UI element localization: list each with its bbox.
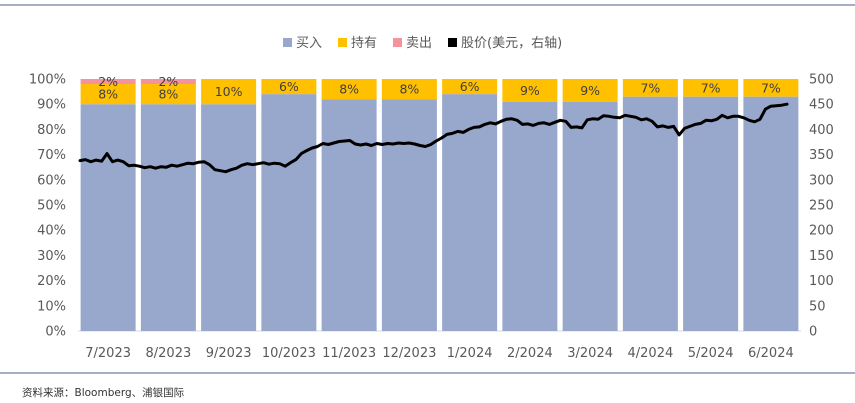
legend: 买入 持有 卖出 股价(美元，右轴) — [283, 36, 562, 51]
bar-segment-1 — [201, 79, 257, 105]
bar-segment-0 — [80, 104, 136, 331]
bar-data-label: 9% — [520, 83, 540, 98]
x-tick-label: 12/2023 — [382, 346, 436, 361]
legend-swatch — [283, 38, 292, 47]
bar-segment-2 — [80, 79, 136, 85]
bar-segment-0 — [381, 99, 437, 331]
x-tick-label: 7/2023 — [85, 346, 131, 361]
bar-segment-0 — [140, 104, 196, 331]
legend-swatch — [448, 38, 457, 47]
y-left-tick-label: 70% — [37, 148, 66, 163]
bar-segment-1 — [261, 79, 317, 95]
bar-segment-1 — [442, 79, 498, 95]
y-left-tick-label: 40% — [37, 224, 66, 239]
y-left-tick-label: 50% — [37, 199, 66, 214]
bar-data-label: 8% — [98, 87, 118, 102]
x-tick-label: 1/2024 — [447, 346, 493, 361]
bars — [80, 79, 799, 332]
bar-data-label: 10% — [215, 84, 243, 99]
x-tick-label: 10/2023 — [262, 346, 316, 361]
bar-segment-1 — [381, 79, 437, 100]
x-tick-label: 5/2024 — [688, 346, 734, 361]
y-left-tick-label: 0% — [45, 325, 66, 340]
bar-segment-1 — [622, 79, 678, 97]
bar-segment-1 — [321, 79, 377, 100]
y-right-tick-label: 150 — [809, 249, 834, 264]
source-note: 资料来源：Bloomberg、浦银国际 — [22, 387, 185, 399]
bar-segment-1 — [683, 79, 739, 97]
axes: 0% 10% 20% 30% 40% 50% 60% 70% 80% 90% 100% 0 50 100 1… — [29, 73, 834, 362]
y-left-tick-label: 60% — [37, 173, 66, 188]
bar-segment-2 — [140, 79, 196, 85]
x-tick-label: 11/2023 — [322, 346, 376, 361]
x-tick-label: 6/2024 — [748, 346, 794, 361]
bar-segment-0 — [622, 96, 678, 331]
bar-segment-0 — [502, 101, 558, 332]
legend-label: 股价(美元，右轴) — [461, 36, 562, 51]
bar-data-label: 7% — [701, 80, 721, 95]
bar-segment-0 — [321, 99, 377, 331]
x-tick-label: 3/2024 — [567, 346, 613, 361]
data-labels: 8%2%8%2%10% 6% 8% 8% 6% 9% 9% 7% 7% 7% — [98, 74, 781, 102]
y-right-tick-label: 400 — [809, 123, 834, 138]
legend-label: 卖出 — [406, 36, 432, 51]
bar-segment-0 — [683, 96, 739, 331]
y-left-tick-label: 100% — [29, 73, 66, 88]
x-tick-label: 4/2024 — [628, 346, 674, 361]
bar-segment-1 — [743, 79, 799, 97]
bar-data-label: 6% — [279, 79, 299, 94]
price-line-path — [78, 102, 789, 174]
bar-data-label: 8% — [158, 87, 178, 102]
bar-data-label: 8% — [339, 82, 359, 97]
y-left-tick-label: 20% — [37, 274, 66, 289]
price-line — [78, 102, 789, 174]
y-left-tick-label: 90% — [37, 98, 66, 113]
x-tick-label: 8/2023 — [146, 346, 192, 361]
bar-segment-0 — [261, 94, 317, 332]
bar-segment-0 — [201, 104, 257, 331]
bar-segment-0 — [562, 101, 618, 332]
y-right-tick-label: 300 — [809, 173, 834, 188]
legend-swatch — [393, 38, 402, 47]
bar-data-label: 2% — [98, 74, 118, 89]
y-right-tick-label: 50 — [809, 299, 826, 314]
legend-label: 持有 — [351, 36, 377, 51]
bar-data-label: 7% — [640, 80, 660, 95]
y-right-tick-label: 200 — [809, 224, 834, 239]
bar-data-label: 9% — [580, 83, 600, 98]
bar-data-label: 7% — [761, 80, 781, 95]
bar-segment-1 — [80, 84, 136, 105]
bar-segment-0 — [743, 96, 799, 331]
legend-swatch — [338, 38, 347, 47]
x-tick-label: 2/2024 — [507, 346, 553, 361]
bar-segment-1 — [502, 79, 558, 102]
y-right-tick-label: 250 — [809, 199, 834, 214]
y-left-tick-label: 80% — [37, 123, 66, 138]
bar-segment-1 — [562, 79, 618, 102]
y-left-tick-label: 10% — [37, 299, 66, 314]
y-right-tick-label: 0 — [809, 325, 817, 340]
y-right-tick-label: 100 — [809, 274, 834, 289]
x-tick-label: 9/2023 — [206, 346, 252, 361]
bar-data-label: 2% — [158, 74, 178, 89]
bar-segment-1 — [140, 84, 196, 105]
y-left-tick-label: 30% — [37, 249, 66, 264]
bar-data-label: 6% — [460, 79, 480, 94]
bar-data-label: 8% — [399, 82, 419, 97]
legend-label: 买入 — [296, 36, 322, 51]
y-right-tick-label: 450 — [809, 98, 834, 113]
y-right-tick-label: 500 — [809, 73, 834, 88]
y-right-tick-label: 350 — [809, 148, 834, 163]
